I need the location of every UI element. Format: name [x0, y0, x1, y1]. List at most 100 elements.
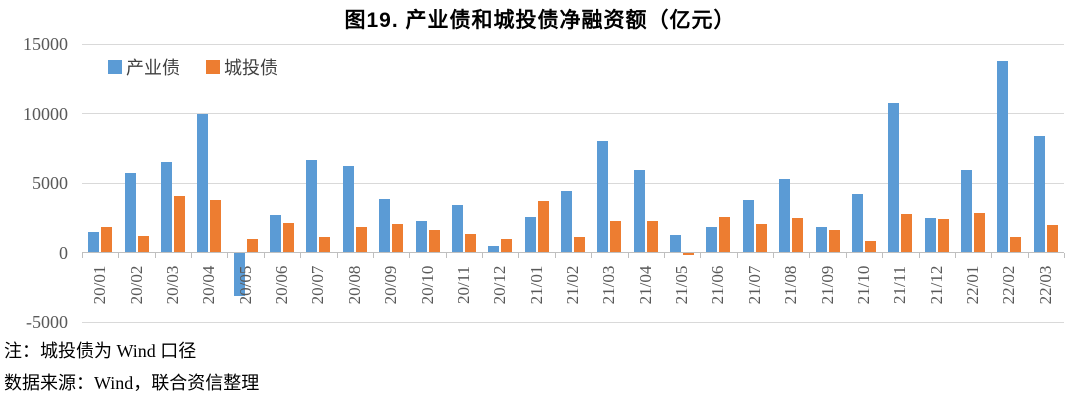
- bar-产业债-21/09: [815, 227, 827, 253]
- y-axis-label: 10000: [23, 103, 68, 124]
- bar-城投债-20/12: [501, 238, 513, 253]
- bar-城投债-21/08: [792, 218, 804, 253]
- bar-产业债-21/05: [670, 235, 682, 253]
- x-axis-label: 20/05: [235, 265, 255, 305]
- bar-城投债-20/08: [355, 227, 367, 253]
- gridline: [82, 113, 1064, 114]
- bar-产业债-20/08: [342, 166, 354, 253]
- bar-城投债-20/05: [246, 239, 258, 253]
- bar-产业债-22/03: [1033, 135, 1045, 253]
- bar-城投债-22/03: [1046, 225, 1058, 253]
- x-axis-label: 21/12: [926, 265, 946, 305]
- x-axis-tick: [591, 253, 593, 258]
- bar-城投债-21/02: [574, 236, 585, 253]
- x-axis-tick: [372, 253, 374, 258]
- legend-label-urban: 城投债: [224, 58, 278, 78]
- x-axis-tick: [154, 253, 156, 258]
- bar-城投债-21/07: [755, 224, 767, 253]
- x-axis-tick: [445, 253, 447, 258]
- bar-产业债-21/07: [742, 199, 754, 253]
- bar-城投债-21/01: [537, 201, 549, 253]
- x-axis-label: 21/07: [744, 265, 764, 305]
- bar-城投债-20/04: [210, 199, 222, 253]
- x-axis-tick: [82, 253, 83, 258]
- x-axis-label: 21/03: [599, 265, 619, 305]
- legend-item-industrial: 产业债: [108, 54, 180, 80]
- bar-产业债-20/11: [451, 205, 463, 253]
- bar-城投债-21/03: [610, 221, 622, 253]
- bar-城投债-22/01: [974, 212, 986, 253]
- x-axis-tick: [1027, 253, 1029, 258]
- bar-产业债-20/03: [160, 162, 172, 253]
- bar-产业债-20/05: [233, 252, 245, 297]
- bar-城投债-21/06: [719, 217, 731, 253]
- bar-产业债-21/06: [706, 226, 718, 253]
- bar-产业债-21/01: [524, 217, 536, 253]
- x-axis-tick: [918, 253, 920, 258]
- x-axis-tick: [263, 253, 265, 258]
- bar-城投债-20/02: [137, 235, 149, 253]
- x-axis-label: 21/06: [708, 265, 728, 305]
- x-axis-label: 21/01: [526, 265, 546, 305]
- x-axis-label: 20/09: [381, 265, 401, 305]
- x-axis-label: 21/05: [672, 265, 692, 305]
- x-axis-tick: [627, 253, 629, 258]
- x-axis-label: 21/09: [817, 265, 837, 305]
- legend-swatch-urban-icon: [206, 60, 220, 74]
- bar-产业债-20/07: [306, 160, 318, 253]
- x-axis-label: 20/03: [162, 265, 182, 305]
- bar-产业债-21/12: [924, 217, 936, 253]
- bar-产业债-20/01: [88, 232, 100, 253]
- gridline: [82, 182, 1064, 184]
- bar-城投债-20/11: [464, 234, 476, 253]
- x-axis-label: 21/08: [781, 265, 801, 305]
- y-axis-label: 15000: [23, 34, 68, 54]
- y-axis-label: -5000: [26, 312, 68, 332]
- x-axis-tick: [736, 253, 738, 258]
- x-axis-tick: [809, 253, 811, 258]
- x-axis-tick: [518, 253, 520, 258]
- x-axis-tick: [663, 253, 665, 258]
- bar-城投债-21/09: [828, 230, 840, 253]
- x-axis-tick: [954, 253, 956, 258]
- x-axis-tick: [882, 253, 884, 258]
- bar-产业债-21/02: [561, 191, 572, 253]
- bar-城投债-21/12: [937, 219, 949, 253]
- bar-产业债-20/02: [124, 173, 136, 253]
- bar-产业债-21/11: [888, 103, 900, 253]
- bar-城投债-21/11: [901, 213, 913, 253]
- y-axis-label: 5000: [32, 173, 68, 193]
- bar-产业债-22/02: [997, 61, 1009, 253]
- bar-城投债-20/03: [173, 196, 185, 253]
- x-axis-label: 20/06: [272, 265, 292, 305]
- y-axis-label: 0: [59, 242, 68, 263]
- x-axis-tick: [991, 253, 993, 258]
- bar-城投债-20/07: [319, 237, 331, 253]
- x-axis-label: 20/12: [490, 265, 510, 305]
- bar-城投债-22/02: [1010, 236, 1022, 253]
- x-axis-tick: [482, 253, 484, 258]
- bar-城投债-20/06: [283, 222, 295, 253]
- bar-产业债-21/03: [597, 141, 609, 253]
- x-axis-tick: [554, 253, 556, 258]
- x-axis-tick: [227, 253, 229, 258]
- x-axis-label: 21/04: [635, 265, 655, 305]
- bar-产业债-20/10: [415, 220, 427, 253]
- legend-swatch-industrial-icon: [108, 60, 122, 74]
- x-axis-label: 20/04: [199, 265, 219, 305]
- chart-footnote: 注：城投债为 Wind 口径: [4, 341, 197, 361]
- chart-title: 图19. 产业债和城投债净融资额（亿元）: [344, 9, 736, 32]
- x-axis-label: 21/11: [890, 265, 910, 305]
- bar-城投债-21/10: [864, 240, 876, 253]
- x-axis-label: 20/01: [90, 265, 110, 305]
- bar-产业债-21/04: [633, 169, 645, 253]
- x-axis-tick: [1064, 253, 1065, 258]
- chart-source: 数据来源：Wind，联合资信整理: [4, 373, 260, 393]
- x-axis-label: 22/03: [1035, 265, 1055, 305]
- x-axis-tick: [300, 253, 302, 258]
- x-axis-line: [82, 252, 1064, 253]
- bar-城投债-20/10: [428, 229, 440, 253]
- x-axis-label: 20/02: [126, 265, 146, 305]
- x-axis-label: 20/10: [417, 265, 437, 305]
